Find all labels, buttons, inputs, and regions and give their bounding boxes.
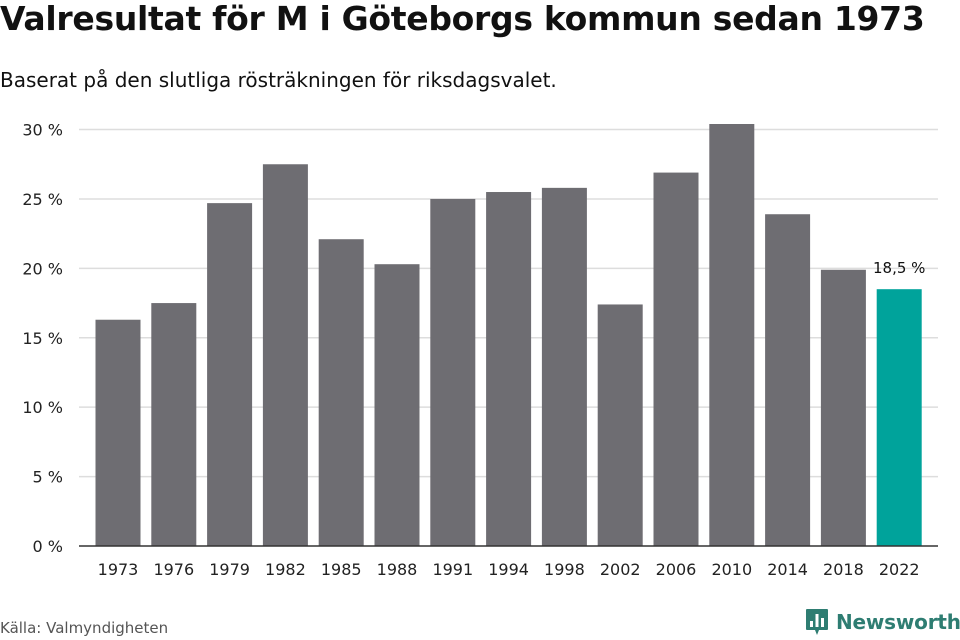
x-tick-label: 1998 [544, 560, 585, 579]
chart-subtitle: Baserat på den slutliga rösträkningen fö… [0, 68, 557, 92]
x-tick-label: 1994 [488, 560, 529, 579]
y-axis-labels: 0 % 5 % 10 % 15 % 20 % 25 % 30 % [22, 121, 63, 556]
bar-2006 [653, 172, 699, 547]
bar-1976 [151, 303, 197, 546]
x-tick-label: 1979 [209, 560, 250, 579]
bars [95, 124, 922, 547]
bar-1982 [262, 164, 308, 546]
bar-2002 [597, 304, 643, 546]
bar-1988 [374, 264, 420, 546]
y-tick-label: 15 % [22, 329, 63, 348]
x-tick-label: 1985 [321, 560, 362, 579]
y-tick-label: 0 % [33, 537, 63, 556]
chart-title: Valresultat för M i Göteborgs kommun sed… [0, 0, 925, 38]
data-label: 18,5 % [873, 259, 925, 277]
x-tick-label: 2022 [879, 560, 920, 579]
y-tick-label: 30 % [22, 121, 63, 140]
data-labels: 18,5 % [873, 259, 925, 277]
x-tick-label: 2018 [823, 560, 864, 579]
bar-1973 [95, 319, 141, 546]
x-tick-label: 2014 [767, 560, 808, 579]
bar-1991 [430, 198, 476, 547]
y-tick-label: 5 % [33, 468, 63, 487]
x-tick-label: 2006 [656, 560, 697, 579]
newsworthy-bar-chart-icon [806, 609, 828, 635]
x-tick-label: 1988 [377, 560, 418, 579]
x-tick-label: 1973 [98, 560, 139, 579]
brand: Newsworthy [805, 608, 960, 636]
bar-2010 [709, 124, 755, 546]
bar-1998 [541, 187, 587, 546]
x-tick-label: 1976 [153, 560, 194, 579]
bar-1994 [486, 192, 532, 547]
bar-1985 [318, 239, 364, 546]
bar-2018 [820, 269, 866, 546]
y-tick-label: 20 % [22, 259, 63, 278]
brand-name: Newsworthy [836, 610, 960, 634]
bar-1979 [207, 203, 253, 546]
x-tick-label: 1991 [432, 560, 473, 579]
x-tick-label: 1982 [265, 560, 306, 579]
y-tick-label: 25 % [22, 190, 63, 209]
y-tick-label: 10 % [22, 398, 63, 417]
bar-2014 [765, 214, 811, 546]
x-tick-label: 2010 [711, 560, 752, 579]
source-note: Källa: Valmyndigheten [0, 619, 169, 637]
x-axis-labels: 1973 1976 1979 1982 1985 1988 1991 1994 1998 2002… [98, 560, 920, 579]
bar-2022 [876, 289, 922, 546]
x-tick-label: 2002 [600, 560, 641, 579]
